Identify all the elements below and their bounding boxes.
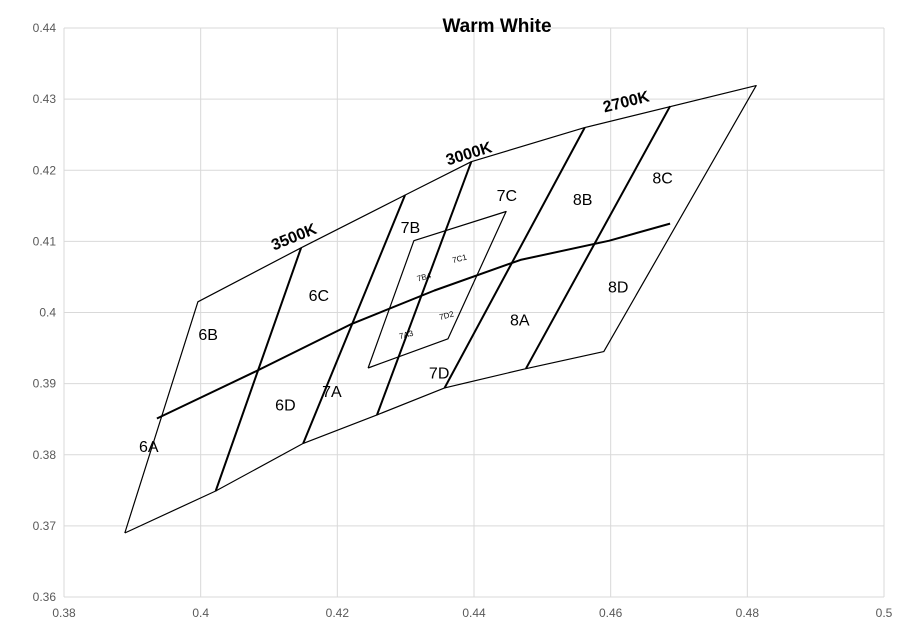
bin-label-8a: 8A (510, 312, 530, 329)
bin-label-8c: 8C (652, 171, 672, 188)
bin-label-7d: 7D (429, 366, 449, 383)
bin-label-6b: 6B (198, 327, 218, 344)
chart-title: Warm White (442, 16, 551, 37)
bin-label-7d2: 7D2 (438, 309, 455, 322)
y-tick-label: 0.43 (33, 92, 57, 106)
bin-lines (124, 84, 757, 534)
bin-label-8b: 8B (573, 192, 593, 209)
bin-label-8d: 8D (608, 280, 628, 297)
line-div-4 (443, 127, 586, 389)
bin-label-6a: 6A (139, 439, 159, 456)
y-tick-label: 0.44 (33, 21, 57, 35)
x-tick-label: 0.4 (192, 606, 209, 620)
y-tick-label: 0.38 (33, 448, 57, 462)
y-tick-label: 0.39 (33, 377, 57, 391)
bin-label-7b: 7B (401, 220, 421, 237)
x-tick-label: 0.46 (599, 606, 623, 620)
line-outline (124, 84, 757, 534)
bin-label-6c: 6C (309, 288, 329, 305)
line-div-5 (525, 105, 671, 370)
line-div-1 (214, 247, 303, 492)
y-tick-label: 0.37 (33, 519, 57, 533)
grid (63, 27, 885, 598)
bin-label-7a: 7A (322, 384, 342, 401)
bin-label-7c1: 7C1 (451, 252, 468, 265)
tick-labels: 0.38 0.4 0.42 0.44 0.46 0.48 0.5 0.36 0.37 0.38 0.… (33, 21, 893, 620)
bin-label-7a3: 7A3 (398, 329, 415, 342)
x-tick-label: 0.5 (876, 606, 893, 620)
x-tick-label: 0.48 (736, 606, 760, 620)
line-inner-quad (367, 210, 507, 369)
bin-labels: 6A6B6C6D7A7B7C7D8A8B8C8D7B47C17A37D23500… (139, 88, 673, 456)
y-tick-label: 0.41 (33, 234, 57, 248)
x-tick-label: 0.44 (462, 606, 486, 620)
x-tick-label: 0.42 (326, 606, 350, 620)
y-tick-label: 0.42 (33, 163, 57, 177)
line-mid-curve (156, 222, 671, 420)
y-tick-label: 0.4 (39, 306, 56, 320)
line-div-3 (376, 161, 473, 416)
bin-label-7b4: 7B4 (416, 271, 433, 284)
bin-label-7c: 7C (497, 188, 517, 205)
x-tick-label: 0.38 (52, 606, 76, 620)
line-div-2 (302, 194, 406, 444)
bin-label-6d: 6D (275, 398, 295, 415)
y-tick-label: 0.36 (33, 590, 57, 604)
